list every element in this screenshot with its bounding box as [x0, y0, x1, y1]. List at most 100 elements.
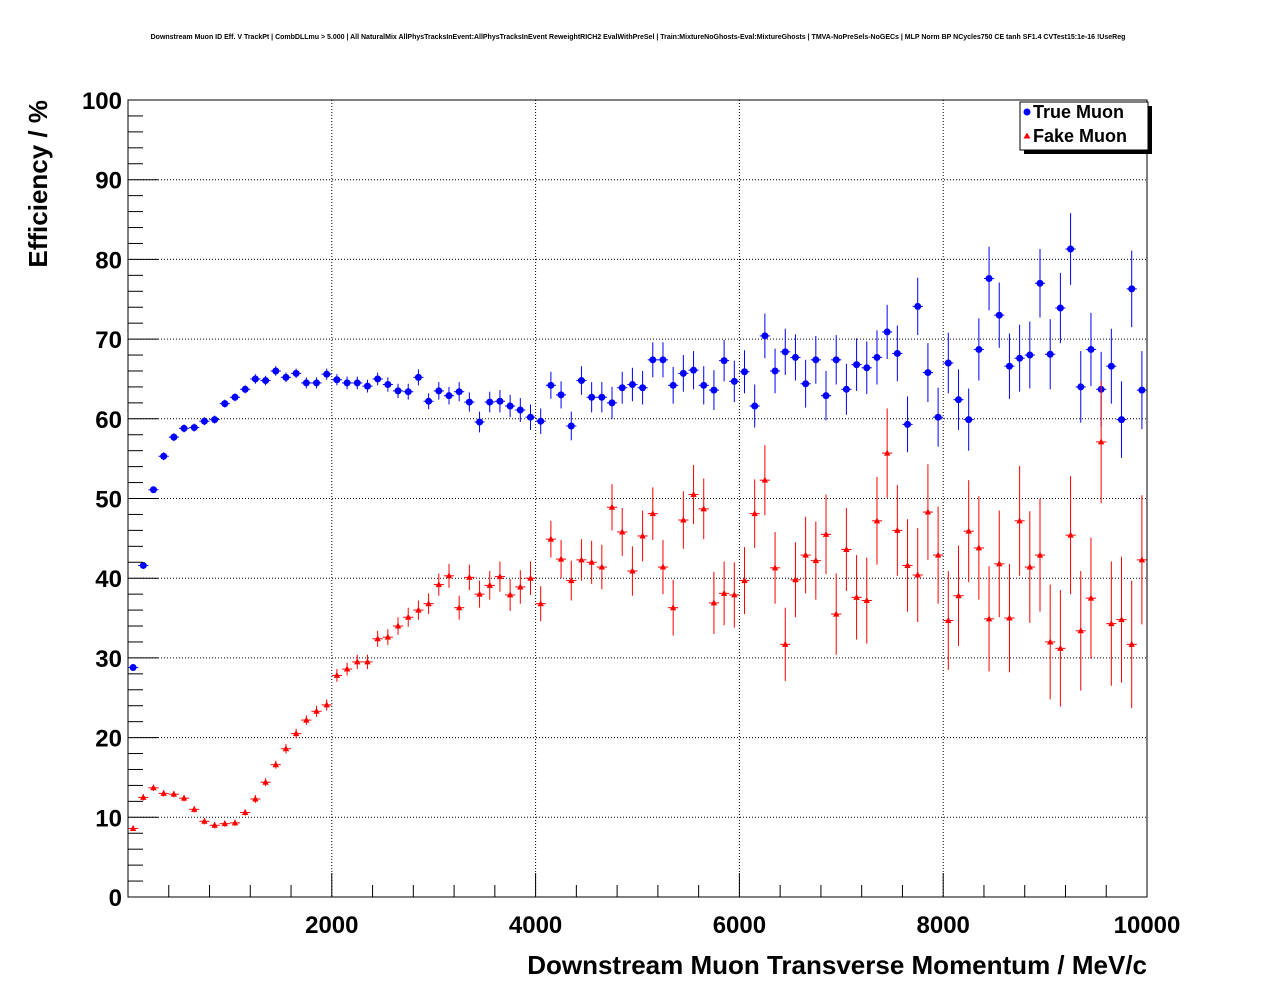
data-point [1128, 285, 1136, 293]
data-point [262, 377, 270, 385]
y-tick-label: 100 [82, 88, 122, 115]
data-point [679, 369, 687, 377]
data-point [150, 784, 157, 791]
data-point [363, 382, 371, 390]
data-point [343, 665, 351, 672]
y-tick-label: 10 [95, 805, 122, 832]
data-point [802, 380, 810, 388]
data-point [354, 658, 361, 665]
legend: True Muon Fake Muon [1019, 101, 1152, 154]
data-point [924, 369, 932, 377]
data-point [1067, 531, 1074, 538]
data-point [1118, 416, 1126, 424]
data-point [435, 581, 442, 588]
data-point [791, 353, 799, 361]
x-axis-title: Downstream Muon Transverse Momentum / Me… [527, 950, 1147, 980]
data-point [1067, 245, 1075, 253]
data-point [1118, 616, 1125, 623]
data-point [1046, 638, 1054, 645]
data-point [180, 424, 188, 432]
data-point [496, 573, 504, 580]
data-point [894, 526, 901, 533]
data-point [139, 561, 147, 569]
data-point [221, 820, 229, 827]
y-tick-label: 90 [95, 168, 122, 195]
data-point [394, 622, 402, 629]
data-point [588, 393, 596, 401]
data-point [720, 589, 728, 596]
data-point [1016, 354, 1024, 362]
data-point [180, 794, 188, 801]
data-point [486, 581, 493, 588]
data-point [1107, 362, 1115, 370]
y-tick-label: 50 [95, 487, 122, 514]
data-point [883, 449, 891, 456]
series-layer [128, 213, 1147, 831]
x-tick-label: 6000 [713, 912, 766, 939]
data-point [160, 789, 167, 796]
data-point [231, 819, 239, 826]
series-fake-muon [128, 380, 1147, 831]
data-point [883, 328, 891, 336]
legend-marker-fake-muon [1023, 132, 1031, 139]
data-point [996, 560, 1003, 567]
data-point [914, 571, 921, 578]
data-point [496, 397, 504, 405]
data-point [954, 396, 962, 404]
data-point [863, 364, 871, 372]
data-point [231, 393, 239, 401]
data-point [710, 599, 718, 606]
data-point [252, 795, 259, 802]
data-point [394, 387, 402, 395]
data-point [914, 302, 922, 310]
data-point [822, 530, 830, 537]
data-point [934, 413, 942, 421]
data-point [720, 357, 728, 365]
data-point [751, 510, 758, 517]
data-point [782, 640, 789, 647]
data-point [893, 349, 901, 357]
data-point [1128, 640, 1135, 647]
data-point [506, 402, 514, 410]
y-tick-label: 60 [95, 407, 122, 434]
data-point [211, 416, 219, 424]
data-point [812, 557, 820, 564]
data-point [343, 379, 351, 387]
data-point [1097, 438, 1105, 445]
legend-marker-true-muon [1023, 108, 1031, 116]
data-point [873, 353, 881, 361]
data-point [404, 388, 412, 396]
data-point [1036, 551, 1044, 558]
data-point [649, 510, 656, 517]
data-point [292, 730, 300, 737]
data-point [669, 381, 677, 389]
data-point [517, 583, 524, 590]
data-point [904, 561, 911, 568]
data-point [364, 658, 371, 665]
data-point [445, 572, 453, 579]
data-point [557, 391, 565, 399]
data-point [516, 406, 524, 414]
data-point [833, 610, 840, 617]
data-point [730, 377, 738, 385]
data-point [435, 387, 443, 395]
data-point [323, 370, 331, 378]
data-point [731, 591, 738, 598]
data-point [527, 574, 534, 581]
y-tick-label: 80 [95, 247, 122, 274]
data-point [710, 386, 718, 394]
data-point [425, 397, 433, 405]
data-point [1077, 383, 1085, 391]
data-point [333, 671, 341, 678]
data-point [649, 356, 657, 364]
data-point [771, 564, 779, 571]
data-point [985, 275, 993, 283]
data-point [415, 606, 422, 613]
data-point [740, 368, 748, 376]
plot-title: Downstream Muon ID Eff. V TrackPt | Comb… [150, 34, 1126, 41]
data-point [557, 555, 565, 562]
data-point [842, 385, 850, 393]
data-point [700, 381, 708, 389]
data-point [445, 392, 453, 400]
data-point [944, 359, 952, 367]
